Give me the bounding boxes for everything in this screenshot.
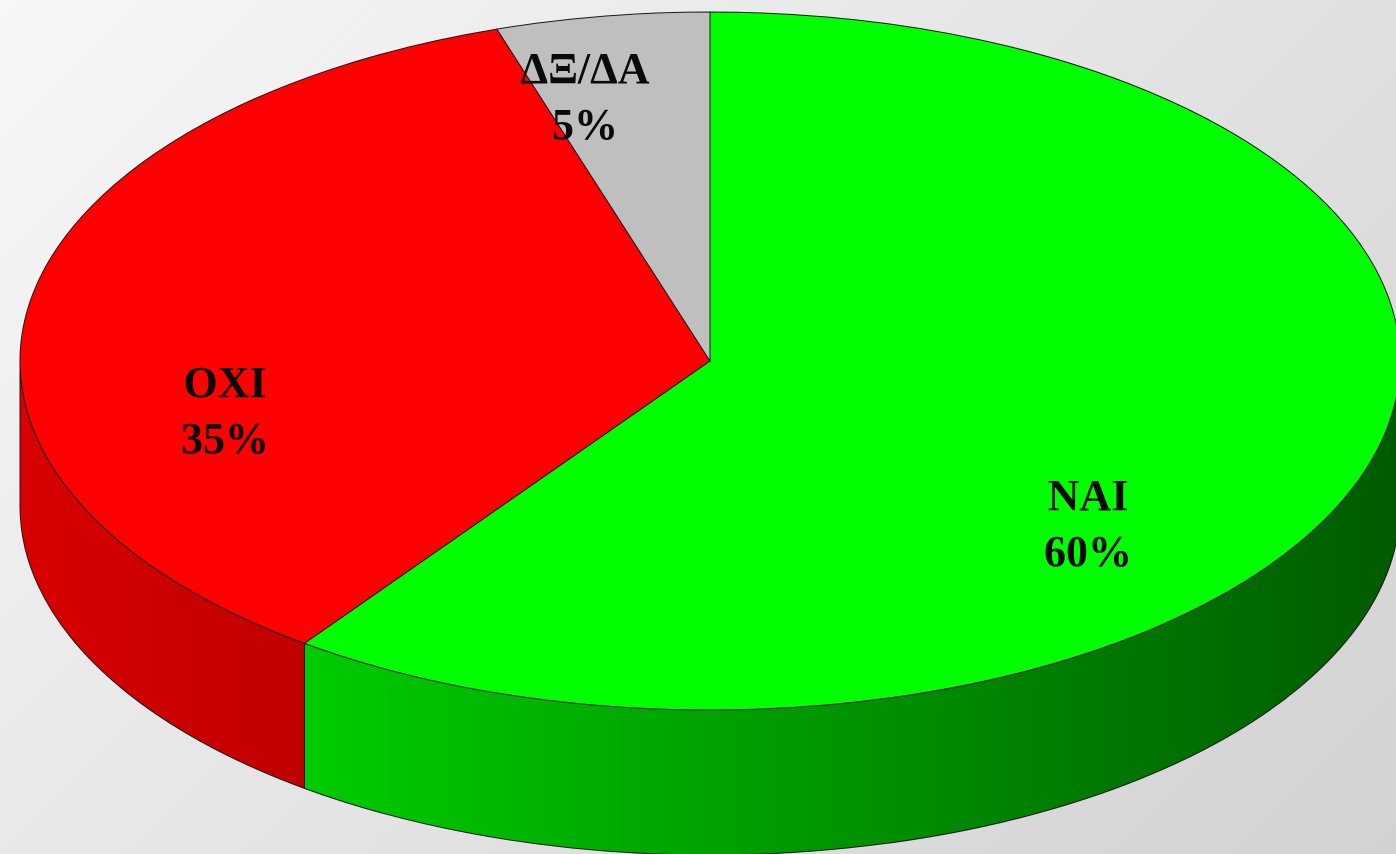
slice-label-slice-2: ΔΞ/ΔΑ: [521, 44, 650, 93]
pie-labels: NAI 60% OXI 35% ΔΞ/ΔΑ 5%: [181, 44, 1132, 576]
slice-label-oxi: OXI: [183, 358, 266, 407]
pie-slice-oxi: [19, 28, 711, 644]
pie-top-faces: [19, 11, 1396, 711]
slice-value-nai: 60%: [1044, 527, 1132, 576]
pie-slice-slice-2: [495, 11, 711, 363]
slice-value-oxi: 35%: [181, 414, 269, 463]
slice-value-slice-2: 5%: [552, 100, 618, 149]
slice-label-nai: NAI: [1048, 471, 1129, 520]
pie-slice-nai: [303, 11, 1396, 711]
